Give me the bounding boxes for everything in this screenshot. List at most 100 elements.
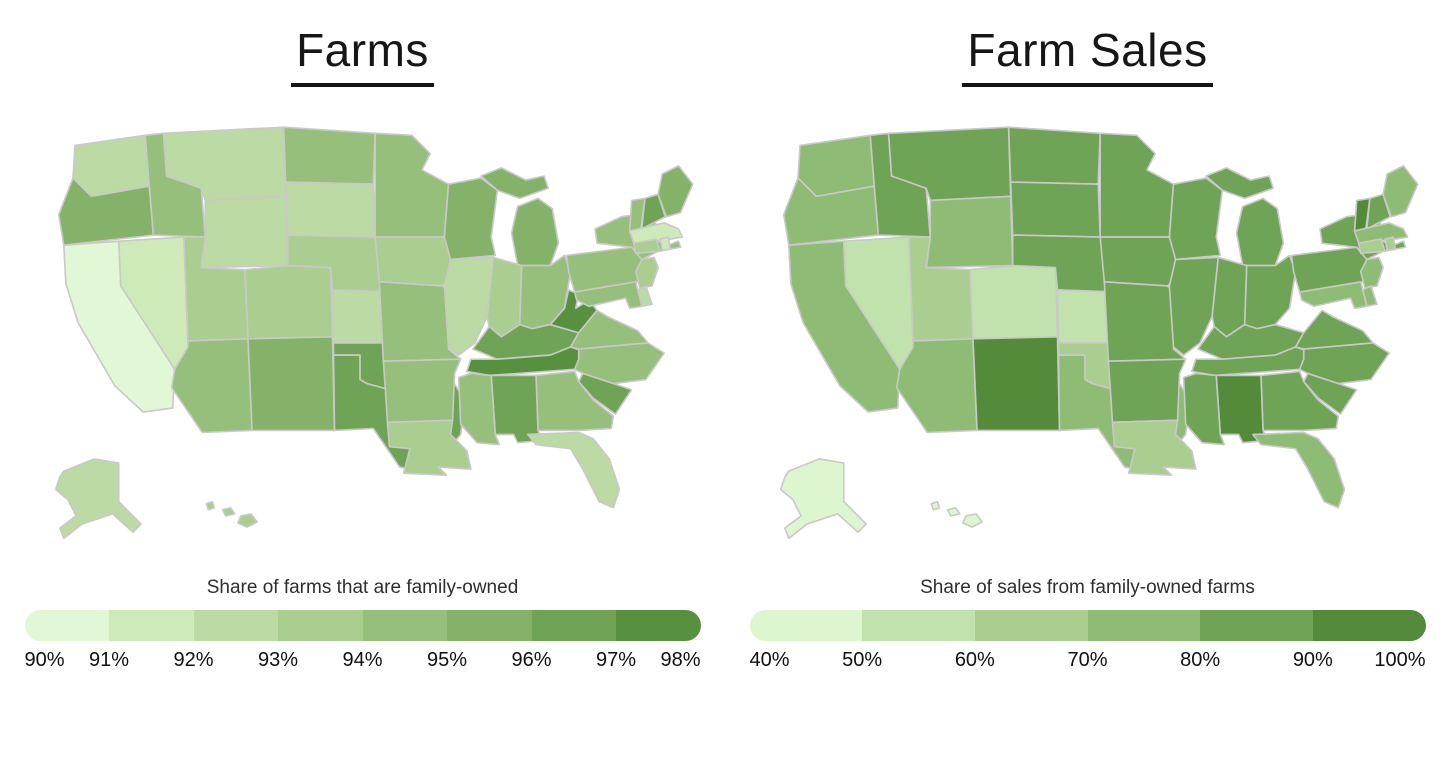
state-LA[interactable] bbox=[386, 419, 472, 477]
farm-sales-legend-tick-labels: 40% 50% 60% 70% 80% 90% 100% bbox=[750, 649, 1426, 673]
legend-tick-label: 92% bbox=[173, 649, 214, 672]
state-ND[interactable] bbox=[282, 126, 376, 186]
state-NM[interactable] bbox=[971, 336, 1060, 432]
legend-tick-label: 95% bbox=[426, 649, 468, 672]
farm-sales-choropleth-map bbox=[779, 126, 1419, 540]
state-MS[interactable] bbox=[457, 372, 500, 446]
legend-tick-label: 50% bbox=[842, 649, 883, 672]
state-HI[interactable] bbox=[961, 513, 983, 529]
legend-color-segment bbox=[109, 610, 194, 642]
state-ND[interactable] bbox=[1007, 126, 1101, 186]
state-LA[interactable] bbox=[1111, 419, 1197, 477]
legend-tick-label: 90% bbox=[24, 649, 65, 672]
legend-color-segment bbox=[1200, 610, 1313, 642]
legend-color-segment bbox=[24, 610, 109, 642]
state-CO[interactable] bbox=[243, 263, 333, 340]
state-HI[interactable] bbox=[204, 501, 215, 511]
legend-tick-label: 100% bbox=[1374, 649, 1426, 672]
state-WI[interactable] bbox=[1168, 177, 1223, 261]
legend-color-segment bbox=[749, 610, 863, 642]
state-SD[interactable] bbox=[284, 181, 376, 239]
state-HI[interactable] bbox=[946, 507, 961, 518]
farms-legend-colorbar bbox=[24, 610, 701, 642]
legend-color-segment bbox=[531, 610, 616, 642]
state-HI[interactable] bbox=[221, 507, 236, 518]
state-MI[interactable] bbox=[510, 197, 559, 267]
legend-tick-label: 40% bbox=[749, 649, 790, 672]
state-HI[interactable] bbox=[236, 513, 258, 529]
state-MI[interactable] bbox=[1235, 197, 1284, 267]
farms-legend-caption: Share of farms that are family-owned bbox=[206, 577, 519, 599]
legend-color-segment bbox=[862, 610, 975, 642]
state-MI[interactable] bbox=[1204, 167, 1274, 200]
state-MI[interactable] bbox=[479, 167, 549, 200]
legend-tick-label: 91% bbox=[88, 649, 130, 672]
state-IN[interactable] bbox=[485, 256, 523, 338]
legend-color-segment bbox=[362, 610, 447, 642]
state-GA[interactable] bbox=[534, 370, 614, 432]
farm-sales-title: Farm Sales bbox=[962, 26, 1213, 88]
state-AR[interactable] bbox=[1107, 358, 1187, 424]
state-NJ[interactable] bbox=[1359, 256, 1384, 290]
state-FL[interactable] bbox=[1251, 431, 1345, 509]
legend-tick-label: 93% bbox=[257, 649, 299, 672]
state-MN[interactable] bbox=[1098, 132, 1174, 239]
state-AZ[interactable] bbox=[170, 338, 253, 434]
state-MD[interactable] bbox=[573, 281, 643, 310]
state-AK[interactable] bbox=[54, 458, 142, 540]
state-MD[interactable] bbox=[1298, 281, 1368, 310]
state-NJ[interactable] bbox=[634, 256, 659, 290]
state-RI[interactable] bbox=[1383, 236, 1396, 252]
state-ME[interactable] bbox=[1381, 165, 1419, 218]
state-CT[interactable] bbox=[1357, 238, 1386, 255]
legend-color-segment bbox=[1087, 610, 1201, 642]
farm-sales-map-container bbox=[742, 119, 1434, 577]
state-NM[interactable] bbox=[246, 336, 335, 432]
state-NH[interactable] bbox=[640, 193, 666, 231]
farm-sales-legend-caption: Share of sales from family-owned farms bbox=[920, 577, 1255, 599]
state-GA[interactable] bbox=[1259, 370, 1339, 432]
farm-sales-legend: Share of sales from family-owned farms 4… bbox=[749, 577, 1426, 673]
panel-farm-sales: Farm Sales Share of sales from family-ow… bbox=[725, 0, 1450, 775]
state-AL[interactable] bbox=[489, 374, 543, 444]
legend-color-segment bbox=[974, 610, 1088, 642]
legend-color-segment bbox=[193, 610, 278, 642]
state-IN[interactable] bbox=[1210, 256, 1248, 338]
state-WY[interactable] bbox=[924, 195, 1014, 269]
farms-legend-tick-labels: 90% 91% 92% 93% 94% 95% 96% 97% 98% bbox=[25, 649, 701, 673]
legend-tick-label: 96% bbox=[511, 649, 552, 672]
state-CO[interactable] bbox=[968, 263, 1058, 340]
state-IA[interactable] bbox=[373, 236, 453, 288]
state-WY[interactable] bbox=[199, 195, 289, 269]
state-AR[interactable] bbox=[382, 358, 462, 424]
state-WA[interactable] bbox=[796, 134, 875, 198]
state-AK[interactable] bbox=[779, 458, 867, 540]
state-ME[interactable] bbox=[656, 165, 694, 218]
farms-choropleth-map bbox=[54, 126, 694, 540]
state-WI[interactable] bbox=[443, 177, 498, 261]
state-IA[interactable] bbox=[1098, 236, 1178, 288]
state-WA[interactable] bbox=[71, 134, 150, 198]
state-AZ[interactable] bbox=[895, 338, 978, 434]
farm-sales-legend-colorbar bbox=[749, 610, 1426, 642]
state-RI[interactable] bbox=[658, 236, 671, 252]
farms-legend: Share of farms that are family-owned 90%… bbox=[24, 577, 701, 673]
state-HI[interactable] bbox=[929, 501, 940, 511]
state-NH[interactable] bbox=[1365, 193, 1391, 231]
legend-tick-label: 70% bbox=[1067, 649, 1108, 672]
state-MS[interactable] bbox=[1182, 372, 1225, 446]
legend-tick-label: 90% bbox=[1292, 649, 1333, 672]
legend-tick-label: 97% bbox=[595, 649, 637, 672]
farms-title: Farms bbox=[291, 26, 434, 88]
legend-color-segment bbox=[278, 610, 363, 642]
state-FL[interactable] bbox=[526, 431, 620, 509]
legend-color-segment bbox=[616, 610, 701, 642]
legend-tick-label: 60% bbox=[954, 649, 995, 672]
state-OH[interactable] bbox=[1243, 254, 1296, 330]
state-MN[interactable] bbox=[373, 132, 449, 239]
state-AL[interactable] bbox=[1214, 374, 1268, 444]
panel-farms: Farms Share of farms that are family-own… bbox=[24, 26, 701, 673]
state-SD[interactable] bbox=[1009, 181, 1101, 239]
state-CT[interactable] bbox=[632, 238, 661, 255]
